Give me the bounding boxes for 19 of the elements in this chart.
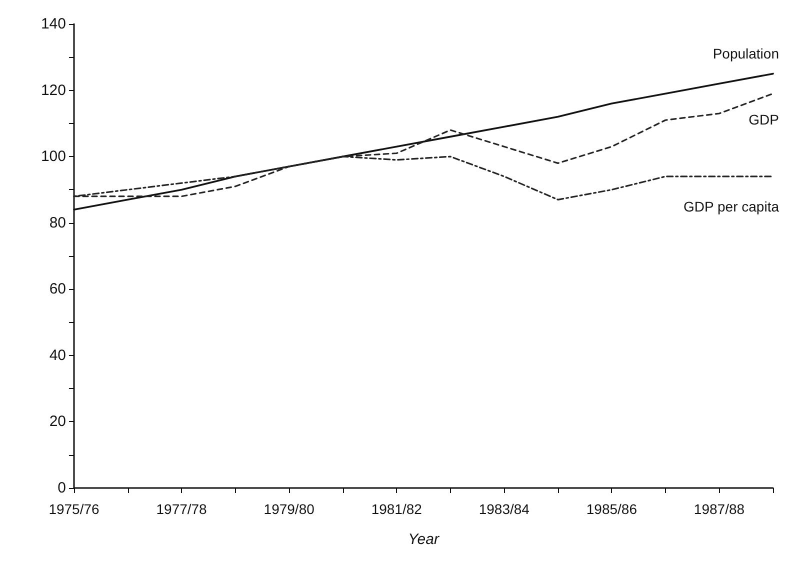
- y-tick-label: 60: [49, 280, 66, 298]
- y-tick-label: 100: [40, 148, 66, 166]
- y-tick-label: 80: [49, 214, 66, 232]
- series-label: Population: [712, 46, 779, 62]
- x-tick-label: 1979/80: [264, 501, 315, 517]
- x-tick-label: 1985/86: [586, 501, 638, 517]
- series-label: GDP: [748, 112, 779, 128]
- series-label: GDP per capita: [684, 198, 780, 214]
- x-tick-label: 1977/78: [156, 501, 208, 517]
- y-tick-label: 40: [49, 346, 66, 364]
- x-axis-title: Year: [408, 531, 440, 548]
- y-tick-label: 20: [49, 413, 66, 430]
- x-tick-label: 1983/84: [478, 501, 530, 517]
- y-tick-label: 140: [40, 16, 66, 32]
- x-tick-label: 1981/82: [371, 501, 422, 517]
- x-tick-label: 1975/76: [48, 501, 100, 517]
- x-tick-label: 1987/88: [694, 501, 745, 517]
- y-tick-label: 0: [58, 480, 66, 496]
- y-tick-label: 120: [40, 82, 66, 99]
